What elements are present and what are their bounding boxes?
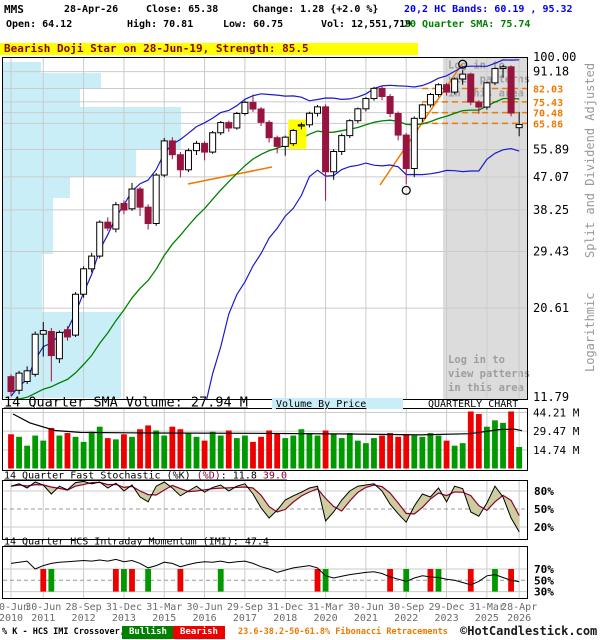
svg-text:2018: 2018 (273, 613, 297, 624)
svg-text:50%: 50% (534, 574, 554, 587)
svg-text:82.03: 82.03 (533, 85, 563, 96)
stochastic-panel (10, 480, 520, 533)
svg-text:2025: 2025 (475, 613, 499, 624)
panel-titles: 14 Quarter SMA Volume: 27.94 M Volume By … (4, 395, 518, 548)
svg-text:30-Jun: 30-Jun (348, 602, 384, 613)
low-value: Low: 60.75 (223, 19, 284, 30)
svg-text:31-Dec: 31-Dec (267, 602, 303, 613)
svg-text:14 Quarter SMA Volume: 27.94 M: 14 Quarter SMA Volume: 27.94 M (4, 395, 248, 411)
svg-text:2022: 2022 (394, 613, 418, 624)
sma-value: 20 Quarter SMA: 75.74 (404, 19, 531, 30)
close-value: Close: 65.38 (146, 4, 219, 15)
change-value: Change: 1.28 {+2.0 %} (252, 4, 379, 15)
svg-text:14 Quarter Fast Stochastic (%K: 14 Quarter Fast Stochastic (%K) (%D): 11… (4, 471, 287, 482)
svg-text:80%: 80% (534, 485, 554, 498)
svg-text:75.43: 75.43 (533, 98, 563, 109)
candlestick-layer (7, 64, 523, 396)
svg-text:2020: 2020 (314, 613, 338, 624)
svg-text:29.43: 29.43 (533, 245, 569, 259)
svg-text:31-Mar: 31-Mar (146, 602, 182, 613)
svg-text:29-Sep: 29-Sep (227, 602, 263, 613)
svg-text:Volume By Price: Volume By Price (276, 399, 366, 410)
svg-text:20.61: 20.61 (533, 301, 569, 315)
bullish-legend-chip: Bullish (122, 626, 174, 639)
svg-text:55.89: 55.89 (533, 143, 569, 157)
open-value: Open: 64.12 (6, 19, 73, 30)
ticker-symbol: MMS (4, 3, 24, 16)
svg-text:2021: 2021 (354, 613, 378, 624)
svg-text:30-Jun: 30-Jun (187, 602, 223, 613)
svg-text:30%: 30% (534, 586, 554, 599)
svg-text:31-Mar: 31-Mar (308, 602, 344, 613)
svg-text:28-Sep: 28-Sep (66, 602, 102, 613)
bearish-legend-chip: Bearish (173, 626, 225, 639)
svg-text:2012: 2012 (72, 613, 96, 624)
svg-text:11.79: 11.79 (533, 390, 569, 404)
svg-text:29-Dec: 29-Dec (429, 602, 465, 613)
fibonacci-retracement-lines (187, 63, 527, 186)
svg-text:in this area: in this area (448, 382, 524, 394)
candle-markers (401, 59, 468, 195)
svg-text:31-Dec: 31-Dec (106, 602, 142, 613)
svg-text:2015: 2015 (152, 613, 176, 624)
svg-text:100.00: 100.00 (533, 50, 576, 64)
volume-panel (2, 408, 528, 471)
svg-text:14.74 M: 14.74 M (533, 444, 580, 457)
svg-text:44.21 M: 44.21 M (533, 406, 580, 419)
svg-text:QUARTERLY CHART: QUARTERLY CHART (428, 399, 518, 410)
band-and-sma-lines (10, 59, 520, 400)
svg-text:70%: 70% (534, 563, 554, 576)
svg-text:38.25: 38.25 (533, 203, 569, 217)
fibonacci-legend-label: 23.6-38.2-50-61.8% Fibonacci Retracement… (238, 627, 448, 637)
svg-text:view patterns: view patterns (448, 368, 530, 380)
svg-text:91.18: 91.18 (533, 65, 569, 79)
copyright-watermark[interactable]: ©HotCandlestick.com (460, 624, 598, 638)
date-axis-labels: 30-Jun201030-Jun201128-Sep201231-Dec2013… (0, 602, 537, 624)
svg-text:2017: 2017 (233, 613, 257, 624)
svg-text:2023: 2023 (435, 613, 459, 624)
price-panel-border (2, 57, 528, 400)
svg-text:30-Jun: 30-Jun (0, 602, 29, 613)
svg-text:2026: 2026 (507, 613, 531, 624)
svg-text:29.47 M: 29.47 M (533, 425, 580, 438)
svg-text:Log in to: Log in to (448, 354, 505, 366)
svg-text:70.48: 70.48 (533, 109, 563, 120)
svg-text:20%: 20% (534, 521, 554, 534)
volume-value: Vol: 12,551,719 (321, 19, 412, 30)
svg-text:28-Apr: 28-Apr (501, 602, 537, 613)
hc-bands-value: 20,2 HC Bands: 60.19 , 95.32 (404, 4, 573, 15)
svg-text:50%: 50% (534, 503, 554, 516)
svg-text:30-Sep: 30-Sep (388, 602, 424, 613)
svg-text:2010: 2010 (0, 613, 23, 624)
svg-text:2013: 2013 (112, 613, 136, 624)
svg-text:31-Mar: 31-Mar (469, 602, 505, 613)
svg-text:Logarithmic: Logarithmic (583, 293, 597, 372)
high-value: High: 70.81 (127, 19, 194, 30)
svg-text:Split and Dividend Adjusted: Split and Dividend Adjusted (583, 63, 597, 258)
svg-text:14 Quarter HCS Intraday Moment: 14 Quarter HCS Intraday Momentum (IMI): … (4, 537, 269, 548)
svg-text:2011: 2011 (31, 613, 55, 624)
stochastic-panel-border (2, 480, 528, 540)
svg-text:47.07: 47.07 (533, 170, 569, 184)
svg-text:2016: 2016 (193, 613, 217, 624)
quote-date: 28-Apr-26 (64, 4, 119, 15)
crossover-legend-label: % K - HCS IMI Crossover, (2, 627, 125, 637)
imi-panel (2, 546, 528, 599)
svg-text:30-Jun: 30-Jun (25, 602, 61, 613)
svg-text:65.86: 65.86 (533, 119, 563, 130)
pattern-annotation[interactable]: Bearish Doji Star on 28-Jun-19, Strength… (0, 43, 418, 55)
